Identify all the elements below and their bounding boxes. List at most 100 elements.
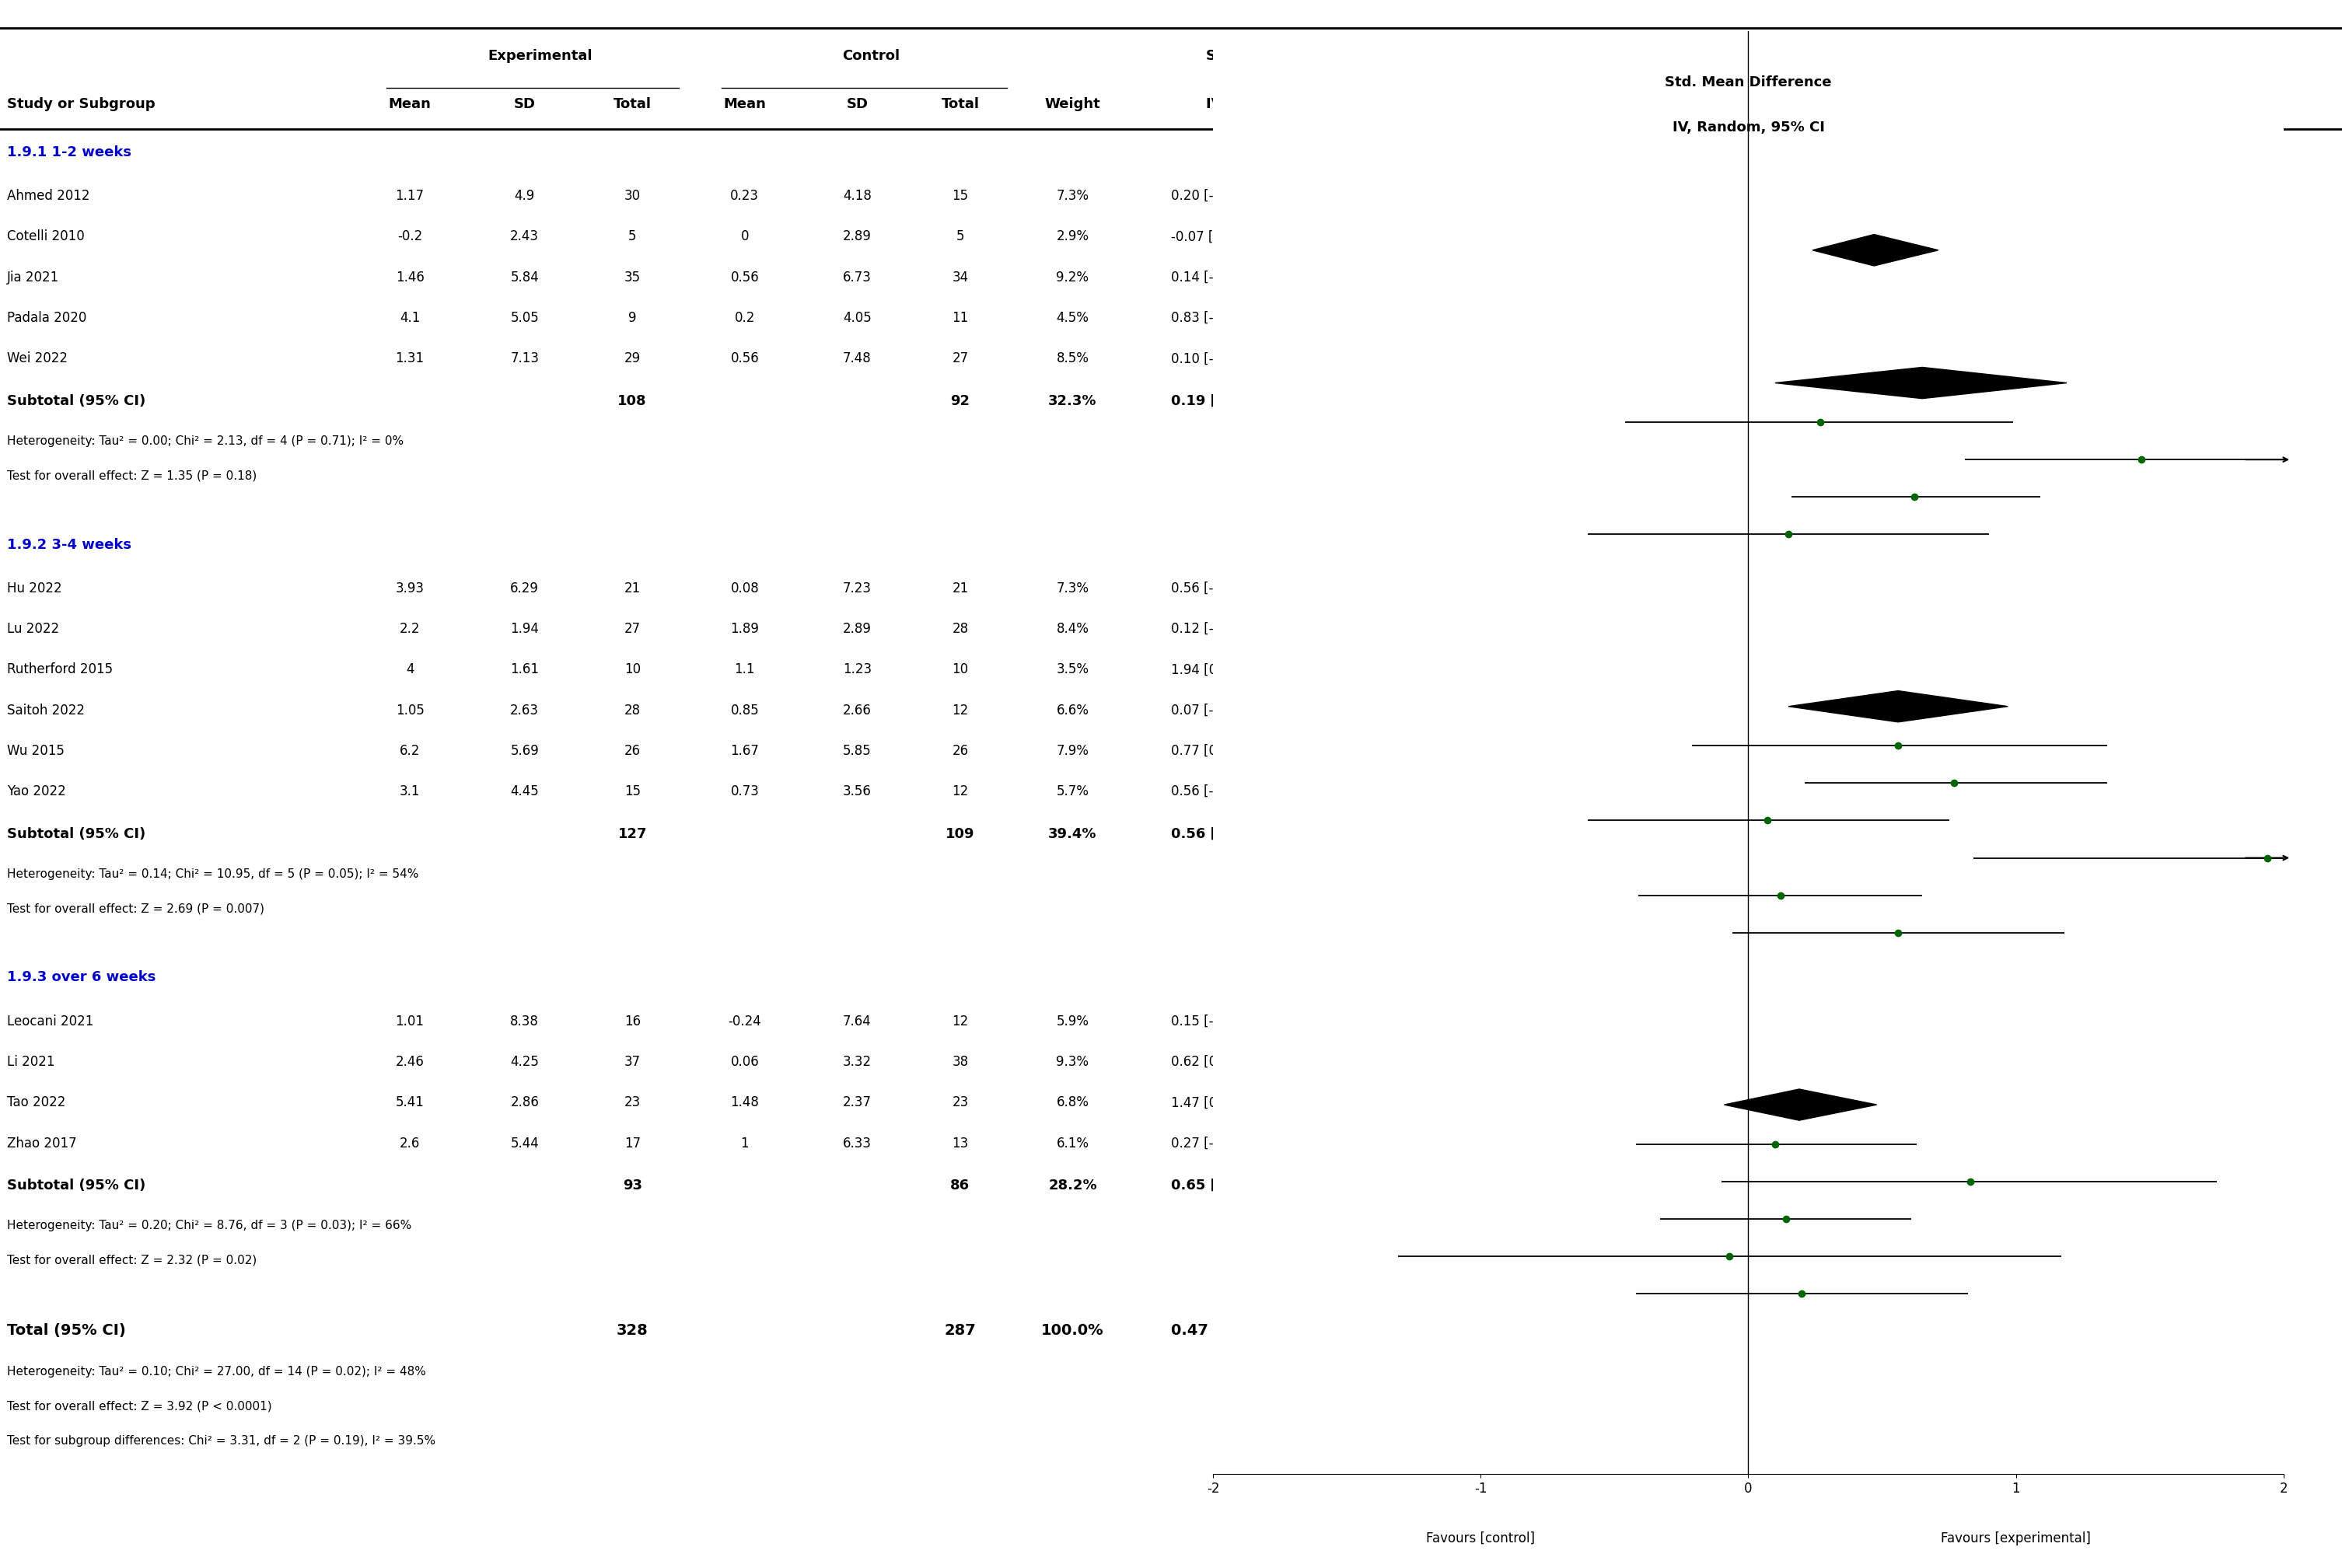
Text: 1.47 [0.81, 2.13]: 1.47 [0.81, 2.13] xyxy=(1171,1096,1279,1110)
Text: 1.17: 1.17 xyxy=(396,190,424,202)
Text: 0.73: 0.73 xyxy=(731,784,759,798)
Text: 0.56 [0.15, 0.97]: 0.56 [0.15, 0.97] xyxy=(1171,828,1302,840)
Text: Test for overall effect: Z = 2.69 (P = 0.007): Test for overall effect: Z = 2.69 (P = 0… xyxy=(7,903,265,914)
Text: 2.46: 2.46 xyxy=(396,1055,424,1069)
Text: 12: 12 xyxy=(951,1014,970,1029)
Text: 1.9.2 3-4 weeks: 1.9.2 3-4 weeks xyxy=(7,538,131,552)
Text: 0: 0 xyxy=(740,229,749,243)
Text: Subtotal (95% CI): Subtotal (95% CI) xyxy=(7,1179,145,1193)
Text: Subtotal (95% CI): Subtotal (95% CI) xyxy=(7,394,145,408)
Text: Ahmed 2012: Ahmed 2012 xyxy=(7,190,89,202)
Text: 2.86: 2.86 xyxy=(511,1096,539,1110)
Text: 1.01: 1.01 xyxy=(396,1014,424,1029)
Text: Std. Mean Difference: Std. Mean Difference xyxy=(1206,49,1372,63)
Text: 108: 108 xyxy=(618,394,646,408)
Text: Std. Mean Difference: Std. Mean Difference xyxy=(1665,75,1831,89)
Text: 3.32: 3.32 xyxy=(843,1055,871,1069)
Text: 0.12 [-0.41, 0.65]: 0.12 [-0.41, 0.65] xyxy=(1171,622,1283,637)
Text: Test for overall effect: Z = 2.32 (P = 0.02): Test for overall effect: Z = 2.32 (P = 0… xyxy=(7,1254,258,1265)
Text: 32.3%: 32.3% xyxy=(1049,394,1096,408)
Text: 5.7%: 5.7% xyxy=(1056,784,1089,798)
Text: 8.4%: 8.4% xyxy=(1056,622,1089,637)
Text: 7.9%: 7.9% xyxy=(1056,743,1089,757)
Text: 92: 92 xyxy=(951,394,970,408)
Polygon shape xyxy=(1724,1090,1876,1121)
Text: 1.94 [0.84, 3.04]: 1.94 [0.84, 3.04] xyxy=(1171,663,1279,676)
Text: IV, Random, 95% CI: IV, Random, 95% CI xyxy=(1206,97,1358,111)
Text: 23: 23 xyxy=(623,1096,642,1110)
Text: 1.1: 1.1 xyxy=(735,663,754,676)
Text: 4.05: 4.05 xyxy=(843,310,871,325)
Text: -0.24: -0.24 xyxy=(728,1014,761,1029)
Text: 1.23: 1.23 xyxy=(843,663,871,676)
Text: Total: Total xyxy=(614,97,651,111)
Text: 2.89: 2.89 xyxy=(843,229,871,243)
Text: 8.38: 8.38 xyxy=(511,1014,539,1029)
Text: SD: SD xyxy=(513,97,536,111)
Text: 12: 12 xyxy=(951,784,970,798)
Text: 0.23: 0.23 xyxy=(731,190,759,202)
Text: 4.5%: 4.5% xyxy=(1056,310,1089,325)
Text: 1.9.3 over 6 weeks: 1.9.3 over 6 weeks xyxy=(7,971,157,985)
Text: 9.3%: 9.3% xyxy=(1056,1055,1089,1069)
Text: 7.23: 7.23 xyxy=(843,582,871,596)
Text: 0.06: 0.06 xyxy=(731,1055,759,1069)
Text: 1.94: 1.94 xyxy=(511,622,539,637)
Text: 0.47 [0.24, 0.71]: 0.47 [0.24, 0.71] xyxy=(1171,1323,1314,1338)
Text: 0.19 [-0.09, 0.48]: 0.19 [-0.09, 0.48] xyxy=(1171,394,1309,408)
Text: 15: 15 xyxy=(951,190,970,202)
Text: 3.56: 3.56 xyxy=(843,784,871,798)
Text: Total (95% CI): Total (95% CI) xyxy=(7,1323,126,1338)
Text: 23: 23 xyxy=(951,1096,970,1110)
Text: Test for overall effect: Z = 1.35 (P = 0.18): Test for overall effect: Z = 1.35 (P = 0… xyxy=(7,470,258,481)
Text: 39.4%: 39.4% xyxy=(1049,828,1096,840)
Text: 5.05: 5.05 xyxy=(511,310,539,325)
Polygon shape xyxy=(1775,367,2066,398)
Text: Heterogeneity: Tau² = 0.14; Chi² = 10.95, df = 5 (P = 0.05); I² = 54%: Heterogeneity: Tau² = 0.14; Chi² = 10.95… xyxy=(7,869,419,880)
Text: Heterogeneity: Tau² = 0.10; Chi² = 27.00, df = 14 (P = 0.02); I² = 48%: Heterogeneity: Tau² = 0.10; Chi² = 27.00… xyxy=(7,1366,426,1378)
Text: 2.66: 2.66 xyxy=(843,704,871,717)
Text: Heterogeneity: Tau² = 0.00; Chi² = 2.13, df = 4 (P = 0.71); I² = 0%: Heterogeneity: Tau² = 0.00; Chi² = 2.13,… xyxy=(7,434,403,447)
Text: 4.9: 4.9 xyxy=(515,190,534,202)
Text: 6.33: 6.33 xyxy=(843,1137,871,1151)
Text: 0.08: 0.08 xyxy=(731,582,759,596)
Text: 6.29: 6.29 xyxy=(511,582,539,596)
Text: 2.2: 2.2 xyxy=(400,622,419,637)
Text: 5: 5 xyxy=(628,229,637,243)
Text: 5.41: 5.41 xyxy=(396,1096,424,1110)
Text: Test for overall effect: Z = 3.92 (P < 0.0001): Test for overall effect: Z = 3.92 (P < 0… xyxy=(7,1400,272,1413)
Text: Subtotal (95% CI): Subtotal (95% CI) xyxy=(7,828,145,840)
Text: 0.83 [-0.10, 1.75]: 0.83 [-0.10, 1.75] xyxy=(1171,310,1283,325)
Text: 1.89: 1.89 xyxy=(731,622,759,637)
Text: 2.37: 2.37 xyxy=(843,1096,871,1110)
Text: 0.07 [-0.60, 0.75]: 0.07 [-0.60, 0.75] xyxy=(1171,704,1283,717)
Text: 4.25: 4.25 xyxy=(511,1055,539,1069)
Text: 287: 287 xyxy=(944,1323,977,1338)
Text: 5: 5 xyxy=(956,229,965,243)
Text: 9: 9 xyxy=(628,310,637,325)
Text: 10: 10 xyxy=(623,663,642,676)
Text: Tao 2022: Tao 2022 xyxy=(7,1096,66,1110)
Text: Weight: Weight xyxy=(1045,97,1101,111)
Text: Experimental: Experimental xyxy=(487,49,593,63)
Text: 7.64: 7.64 xyxy=(843,1014,871,1029)
Text: 5.9%: 5.9% xyxy=(1056,1014,1089,1029)
Text: 1: 1 xyxy=(740,1137,749,1151)
Text: 3.5%: 3.5% xyxy=(1056,663,1089,676)
Text: Wei 2022: Wei 2022 xyxy=(7,351,68,365)
Text: 6.8%: 6.8% xyxy=(1056,1096,1089,1110)
Text: 26: 26 xyxy=(623,743,642,757)
Text: Total: Total xyxy=(941,97,979,111)
Text: 2.6: 2.6 xyxy=(400,1137,419,1151)
Text: 4.1: 4.1 xyxy=(400,310,419,325)
Text: 6.73: 6.73 xyxy=(843,270,871,284)
Text: Jia 2021: Jia 2021 xyxy=(7,270,59,284)
Text: 6.2: 6.2 xyxy=(400,743,419,757)
Text: 93: 93 xyxy=(623,1179,642,1193)
Text: 15: 15 xyxy=(623,784,642,798)
Text: 21: 21 xyxy=(623,582,642,596)
Text: 6.6%: 6.6% xyxy=(1056,704,1089,717)
Text: Mean: Mean xyxy=(389,97,431,111)
Text: 11: 11 xyxy=(951,310,970,325)
Text: 1.46: 1.46 xyxy=(396,270,424,284)
